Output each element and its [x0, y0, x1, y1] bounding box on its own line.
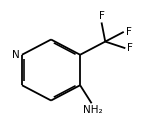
Text: F: F: [99, 11, 104, 21]
Text: NH₂: NH₂: [83, 105, 102, 115]
Text: F: F: [126, 27, 132, 37]
Text: F: F: [127, 43, 133, 53]
Text: N: N: [12, 50, 20, 60]
